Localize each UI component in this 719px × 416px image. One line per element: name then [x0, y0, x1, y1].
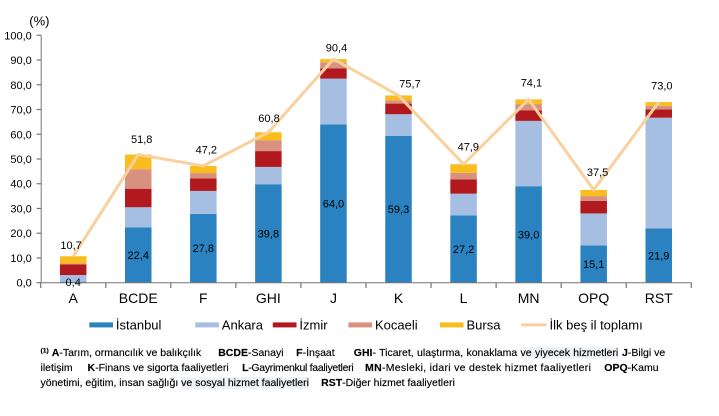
svg-text:100,0: 100,0: [4, 30, 32, 42]
svg-text:39,8: 39,8: [258, 228, 279, 240]
svg-text:İstanbul: İstanbul: [116, 317, 162, 332]
svg-text:50,0: 50,0: [10, 154, 31, 166]
svg-text:OPQ: OPQ: [578, 290, 609, 306]
svg-text:27,8: 27,8: [193, 243, 214, 255]
svg-text:İzmir: İzmir: [299, 317, 328, 332]
svg-text:47,2: 47,2: [196, 145, 217, 157]
svg-text:37,5: 37,5: [587, 167, 608, 179]
svg-text:J: J: [330, 290, 337, 306]
svg-text:0,0: 0,0: [17, 278, 32, 290]
svg-text:70,0: 70,0: [10, 105, 31, 117]
svg-text:59,3: 59,3: [388, 204, 409, 216]
svg-text:L: L: [460, 290, 468, 306]
svg-text:90,4: 90,4: [326, 42, 347, 54]
svg-text:Kocaeli: Kocaeli: [375, 317, 418, 332]
svg-text:10,0: 10,0: [10, 253, 31, 265]
svg-text:27,2: 27,2: [453, 244, 474, 256]
svg-text:40,0: 40,0: [10, 179, 31, 191]
svg-text:75,7: 75,7: [399, 78, 420, 90]
svg-text:F: F: [199, 290, 208, 306]
svg-text:(%): (%): [29, 13, 49, 28]
svg-text:47,9: 47,9: [458, 142, 479, 154]
svg-text:MN: MN: [518, 290, 540, 306]
svg-text:73,0: 73,0: [651, 81, 672, 93]
svg-text:0,4: 0,4: [66, 277, 81, 289]
svg-text:90,0: 90,0: [10, 55, 31, 67]
svg-text:60,8: 60,8: [258, 113, 279, 125]
svg-text:İlk beş il toplamı: İlk beş il toplamı: [550, 317, 643, 332]
svg-text:10,7: 10,7: [60, 240, 81, 252]
svg-text:GHI: GHI: [256, 290, 281, 306]
svg-text:BCDE: BCDE: [119, 290, 158, 306]
svg-text:20,0: 20,0: [10, 228, 31, 240]
svg-text:K: K: [394, 290, 404, 306]
svg-text:22,4: 22,4: [128, 250, 149, 262]
svg-text:74,1: 74,1: [521, 77, 542, 89]
svg-text:80,0: 80,0: [10, 80, 31, 92]
svg-text:60,0: 60,0: [10, 129, 31, 141]
svg-text:Ankara: Ankara: [222, 317, 264, 332]
svg-text:21,9: 21,9: [648, 250, 669, 262]
svg-text:A: A: [69, 290, 79, 306]
svg-text:51,8: 51,8: [131, 134, 152, 146]
svg-text:15,1: 15,1: [583, 259, 604, 271]
svg-text:64,0: 64,0: [323, 198, 344, 210]
svg-text:Bursa: Bursa: [467, 317, 502, 332]
svg-text:RST: RST: [645, 290, 673, 306]
svg-text:30,0: 30,0: [10, 203, 31, 215]
svg-text:39,0: 39,0: [518, 229, 539, 241]
